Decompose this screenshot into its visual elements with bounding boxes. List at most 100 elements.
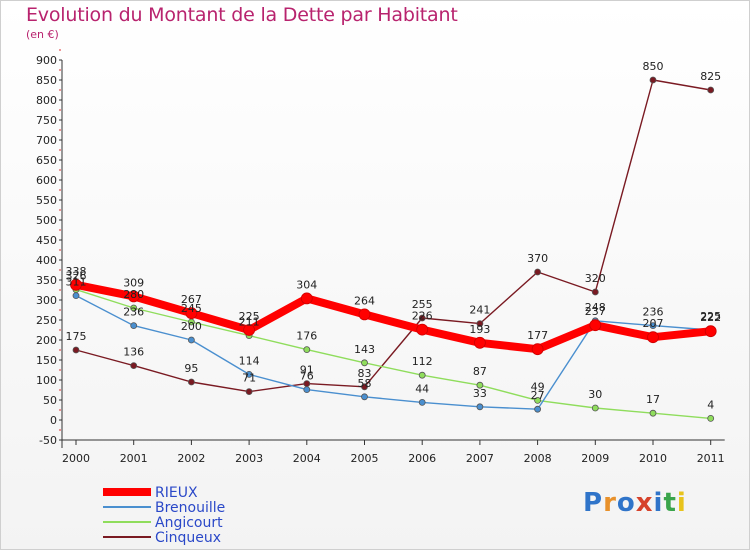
data-point-cinqueux xyxy=(361,383,368,391)
data-label-cinqueux: 241 xyxy=(469,304,490,317)
y-tick-label: 750 xyxy=(36,114,57,127)
data-label-brenouille: 27 xyxy=(531,389,545,402)
data-label-angicourt: 326 xyxy=(66,270,87,283)
series-line-brenouille xyxy=(75,294,712,410)
x-tick-label: 2002 xyxy=(177,452,205,465)
data-point-angicourt xyxy=(130,304,138,312)
data-point-brenouille xyxy=(649,322,657,330)
data-label-brenouille: 44 xyxy=(415,382,429,395)
y-tick-label: 100 xyxy=(36,374,57,387)
data-point-rieux xyxy=(531,343,544,356)
data-label-cinqueux: 71 xyxy=(242,372,256,385)
y-tick-label: 450 xyxy=(36,234,57,247)
data-label-rieux: 222 xyxy=(700,311,721,324)
y-tick-label: 300 xyxy=(36,294,57,307)
x-tick-label: 2005 xyxy=(351,452,379,465)
data-label-angicourt: 4 xyxy=(707,398,714,411)
data-label-cinqueux: 175 xyxy=(66,330,87,343)
data-label-rieux: 193 xyxy=(469,323,490,336)
logo-letter: r xyxy=(603,488,617,518)
data-label-cinqueux: 825 xyxy=(700,70,721,83)
y-tick-label: 150 xyxy=(36,354,57,367)
x-tick-label: 2003 xyxy=(235,452,263,465)
chart-subtitle: (en €) xyxy=(26,28,59,41)
data-point-cinqueux xyxy=(130,362,138,370)
data-label-angicourt: 211 xyxy=(239,316,260,329)
logo-letter: P xyxy=(583,488,604,518)
data-point-rieux xyxy=(358,308,371,321)
data-label-cinqueux: 255 xyxy=(412,298,433,311)
axes: -50 0 50 100 150 200 250 300 350 400 450 500 550 600 6… xyxy=(36,49,725,465)
data-label-brenouille: 58 xyxy=(358,377,372,390)
data-point-rieux xyxy=(416,323,429,336)
data-label-brenouille: 200 xyxy=(181,320,202,333)
data-point-angicourt xyxy=(591,404,599,412)
data-label-angicourt: 176 xyxy=(296,330,317,343)
data-point-angicourt xyxy=(534,396,541,404)
data-label-cinqueux: 136 xyxy=(123,346,144,359)
x-tick-label: 2011 xyxy=(697,452,725,465)
logo-letter: x xyxy=(635,488,654,518)
data-point-cinqueux xyxy=(707,86,715,94)
x-tick-label: 2006 xyxy=(408,452,436,465)
x-tick-label: 2008 xyxy=(524,452,552,465)
data-point-rieux xyxy=(589,319,602,332)
x-tick-label: 2010 xyxy=(639,452,667,465)
data-label-cinqueux: 370 xyxy=(527,252,548,265)
y-tick-label: 600 xyxy=(36,174,57,187)
data-point-rieux xyxy=(70,278,82,291)
data-point-cinqueux xyxy=(534,268,541,276)
y-tick-label: -50 xyxy=(39,434,57,447)
data-point-rieux xyxy=(647,331,659,344)
data-point-angicourt xyxy=(649,409,657,417)
y-tick-label: 350 xyxy=(36,274,57,287)
y-tick-label: 50 xyxy=(43,394,57,407)
logo-letter: t xyxy=(663,488,677,518)
data-label-cinqueux: 320 xyxy=(585,272,606,285)
data-label-rieux: 226 xyxy=(412,310,433,323)
series-lines xyxy=(72,79,715,420)
y-tick-label: 400 xyxy=(36,254,57,267)
series-line-rieux xyxy=(72,280,715,354)
y-tick-label: 650 xyxy=(36,154,57,167)
data-point-brenouille xyxy=(303,386,311,394)
data-label-rieux: 304 xyxy=(296,278,317,291)
data-label-rieux: 207 xyxy=(643,317,664,330)
y-tick-label: 550 xyxy=(36,194,57,207)
data-point-brenouille xyxy=(130,322,138,330)
data-label-brenouille: 248 xyxy=(585,301,606,314)
data-label-brenouille: 225 xyxy=(700,310,721,323)
data-label-rieux: 267 xyxy=(181,293,202,306)
data-label-cinqueux: 83 xyxy=(358,367,372,380)
x-tick-label: 2000 xyxy=(62,452,90,465)
data-point-brenouille xyxy=(245,370,253,378)
data-label-cinqueux: 850 xyxy=(643,60,664,73)
legend-label-angicourt: Angicourt xyxy=(155,515,223,531)
data-point-rieux xyxy=(473,336,486,349)
data-point-rieux xyxy=(127,290,140,303)
x-tick-label: 2004 xyxy=(293,452,321,465)
series-line-angicourt xyxy=(75,288,712,420)
data-point-brenouille xyxy=(476,403,484,411)
data-point-cinqueux xyxy=(418,314,426,322)
data-point-rieux xyxy=(704,325,717,338)
data-point-brenouille xyxy=(418,398,426,406)
data-label-rieux: 338 xyxy=(66,265,87,278)
data-point-cinqueux xyxy=(187,378,195,386)
y-tick-label: 800 xyxy=(36,94,57,107)
data-label-angicourt: 280 xyxy=(123,288,144,301)
y-tick-label: 500 xyxy=(36,214,57,227)
y-tick-label: 250 xyxy=(36,314,57,327)
data-point-cinqueux xyxy=(591,288,599,296)
data-label-angicourt: 30 xyxy=(588,388,602,401)
x-tick-label: 2001 xyxy=(120,452,148,465)
data-label-angicourt: 143 xyxy=(354,343,375,356)
data-label-rieux: 225 xyxy=(239,310,260,323)
data-label-rieux: 309 xyxy=(123,276,144,289)
data-label-angicourt: 112 xyxy=(412,355,433,368)
chart-title: Evolution du Montant de la Dette par Hab… xyxy=(26,4,458,26)
